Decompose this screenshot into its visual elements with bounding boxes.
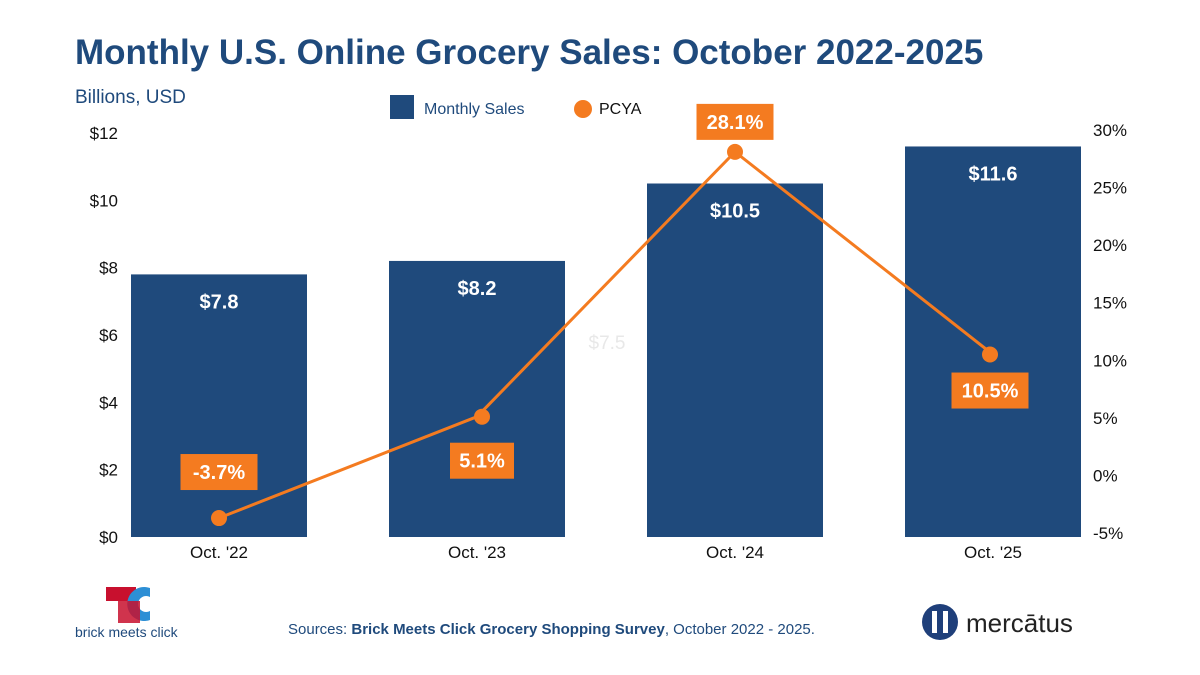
source-prefix: Sources: xyxy=(288,621,351,638)
left-axis-tick: $2 xyxy=(99,461,118,480)
chart-subtitle: Billions, USD xyxy=(75,87,186,108)
mercatus-logo: mercātus xyxy=(922,604,1073,640)
bar xyxy=(131,274,307,537)
bar-value-label: $8.2 xyxy=(458,278,497,300)
ghost-annotation: $7.5 xyxy=(589,333,626,354)
legend: Monthly Sales PCYA xyxy=(390,95,642,119)
right-axis-tick: 15% xyxy=(1093,294,1127,313)
bar xyxy=(389,260,565,537)
chart-title: Monthly U.S. Online Grocery Sales: Octob… xyxy=(75,33,983,72)
left-axis-tick: $12 xyxy=(90,124,118,143)
source-title: Brick Meets Click Grocery Shopping Surve… xyxy=(351,621,665,638)
source-suffix: , October 2022 - 2025. xyxy=(665,621,815,638)
x-axis-tick: Oct. '22 xyxy=(190,543,248,562)
legend-label-pcya: PCYA xyxy=(599,101,642,118)
bar-value-label: $7.8 xyxy=(200,291,239,313)
pcya-point xyxy=(474,408,490,425)
pcya-value-label: 28.1% xyxy=(707,112,764,134)
x-axis-tick: Oct. '24 xyxy=(706,543,764,562)
pcya-line xyxy=(218,149,994,520)
pcya-label-box xyxy=(696,103,774,140)
x-axis-tick: Oct. '25 xyxy=(964,543,1022,562)
left-axis-tick: $8 xyxy=(99,259,118,278)
bar-value-label: $11.6 xyxy=(969,163,1018,185)
bar xyxy=(905,146,1081,537)
bar xyxy=(647,183,823,537)
pcya-value-label: 10.5% xyxy=(962,381,1019,403)
legend-label-monthly-sales: Monthly Sales xyxy=(424,101,525,118)
logo-right-text: mercātus xyxy=(966,608,1073,638)
source-note: Sources: Brick Meets Click Grocery Shopp… xyxy=(288,621,815,638)
right-axis-tick: 10% xyxy=(1093,351,1127,370)
pcya-value-label: -3.7% xyxy=(193,462,245,484)
logo-left-text: brick meets click xyxy=(75,624,179,640)
left-axis-tick: $0 xyxy=(99,528,118,547)
brick-meets-click-logo: brick meets click xyxy=(75,587,179,640)
x-axis-tick: Oct. '23 xyxy=(448,543,506,562)
right-axis-tick: -5% xyxy=(1093,524,1123,543)
pcya-label-box xyxy=(450,442,514,479)
pcya-point xyxy=(211,510,227,527)
legend-swatch-monthly-sales xyxy=(390,95,414,119)
right-axis-tick: 25% xyxy=(1093,179,1127,198)
pcya-point xyxy=(727,143,743,160)
pcya-label-box xyxy=(951,372,1029,409)
pcya-point xyxy=(982,346,998,363)
bar-value-label: $10.5 xyxy=(710,201,760,223)
pcya-value-label: 5.1% xyxy=(459,451,505,473)
svg-text:Sources: Brick Meets Click Gro: Sources: Brick Meets Click Grocery Shopp… xyxy=(288,621,815,638)
left-axis-tick: $10 xyxy=(90,191,118,210)
right-axis-tick: 0% xyxy=(1093,466,1118,485)
right-axis-tick: 30% xyxy=(1093,121,1127,140)
left-axis-tick: $4 xyxy=(99,393,118,412)
right-axis-tick: 20% xyxy=(1093,236,1127,255)
left-axis-tick: $6 xyxy=(99,326,118,345)
right-axis-tick: 5% xyxy=(1093,409,1118,428)
pcya-label-box xyxy=(180,454,258,491)
legend-swatch-pcya xyxy=(574,100,592,118)
